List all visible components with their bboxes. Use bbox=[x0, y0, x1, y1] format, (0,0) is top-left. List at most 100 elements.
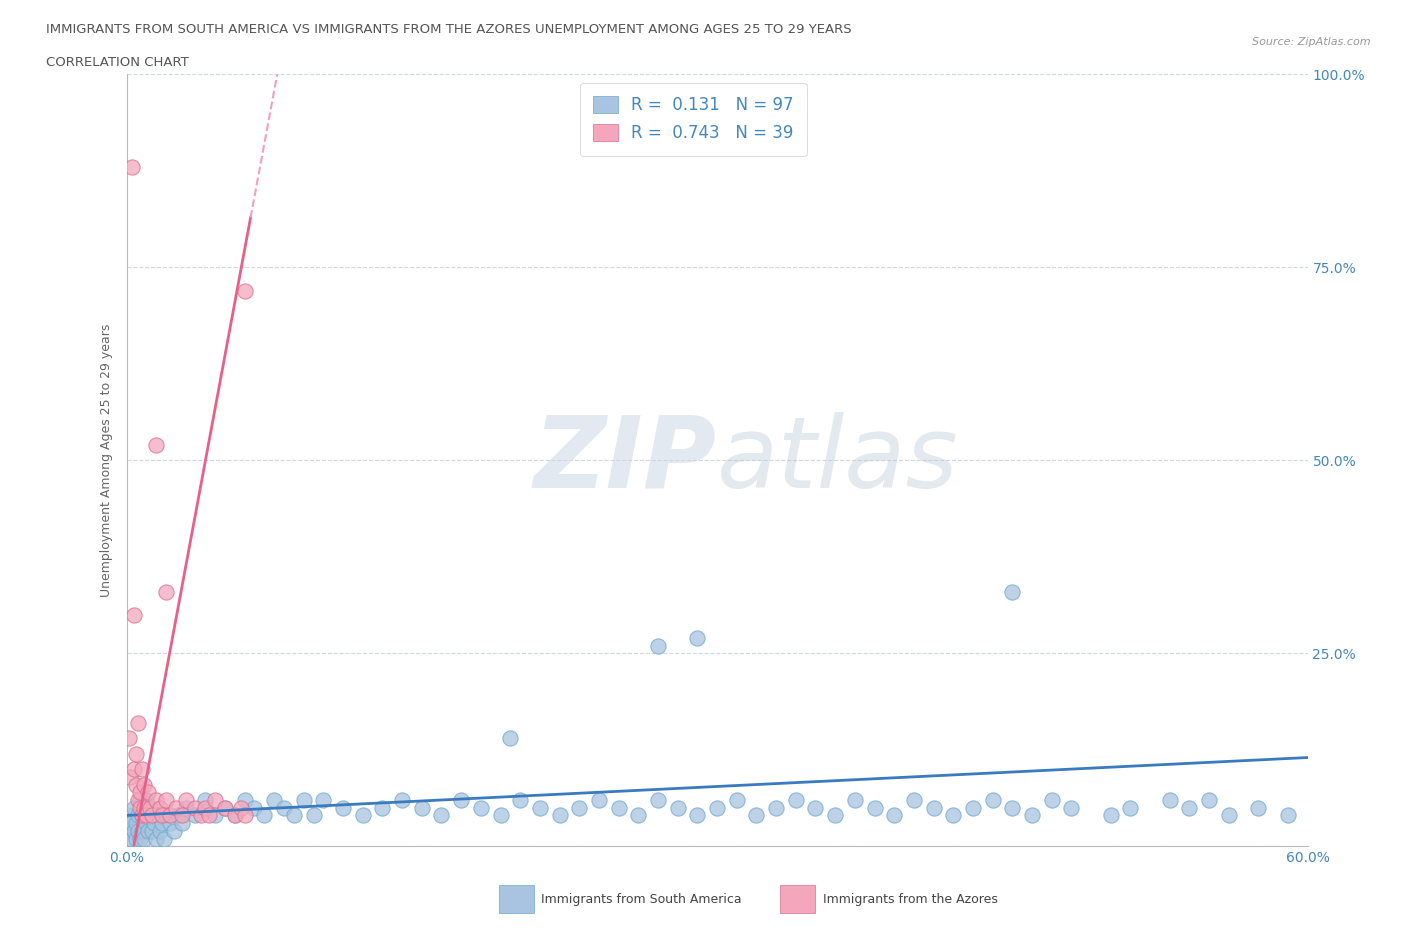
Point bbox=[165, 800, 187, 815]
Point bbox=[125, 777, 148, 792]
Point bbox=[131, 762, 153, 777]
Point bbox=[686, 808, 709, 823]
Point bbox=[149, 823, 172, 838]
Point bbox=[145, 792, 167, 807]
Point bbox=[411, 800, 433, 815]
Point bbox=[470, 800, 492, 815]
Point bbox=[332, 800, 354, 815]
Point bbox=[134, 800, 156, 815]
Point bbox=[190, 808, 212, 823]
Point bbox=[125, 746, 148, 761]
Text: Immigrants from South America: Immigrants from South America bbox=[541, 893, 742, 906]
Point bbox=[124, 607, 146, 622]
Point bbox=[863, 800, 886, 815]
Point bbox=[127, 808, 149, 823]
Point bbox=[962, 800, 984, 815]
Point bbox=[1247, 800, 1270, 815]
Point bbox=[150, 808, 173, 823]
Point bbox=[141, 823, 163, 838]
Point bbox=[224, 808, 246, 823]
Point bbox=[124, 823, 146, 838]
Point bbox=[135, 816, 157, 830]
Text: atlas: atlas bbox=[717, 412, 959, 509]
Point bbox=[131, 808, 153, 823]
Point bbox=[117, 808, 139, 823]
Point bbox=[124, 800, 146, 815]
Point bbox=[131, 808, 153, 823]
Point bbox=[391, 792, 413, 807]
Point bbox=[129, 785, 152, 800]
Point bbox=[184, 800, 207, 815]
Point bbox=[117, 731, 139, 746]
Point bbox=[430, 808, 453, 823]
Point bbox=[1060, 800, 1083, 815]
Point bbox=[224, 808, 246, 823]
Point bbox=[489, 808, 512, 823]
Point bbox=[686, 631, 709, 645]
Point bbox=[1001, 584, 1024, 599]
Point bbox=[942, 808, 965, 823]
Point bbox=[1178, 800, 1201, 815]
Point bbox=[352, 808, 374, 823]
Point bbox=[120, 769, 142, 784]
Point bbox=[1099, 808, 1122, 823]
Point bbox=[302, 808, 325, 823]
Point bbox=[214, 800, 236, 815]
Point bbox=[136, 823, 159, 838]
Point bbox=[1119, 800, 1142, 815]
Point bbox=[233, 283, 256, 298]
Point bbox=[121, 160, 143, 175]
Point bbox=[607, 800, 630, 815]
Point bbox=[131, 823, 153, 838]
Point bbox=[127, 823, 149, 838]
Point bbox=[824, 808, 846, 823]
Point bbox=[229, 800, 252, 815]
Point bbox=[155, 792, 177, 807]
Point bbox=[785, 792, 807, 807]
Point bbox=[253, 808, 276, 823]
Point bbox=[143, 816, 166, 830]
Point bbox=[135, 792, 157, 807]
Point bbox=[548, 808, 571, 823]
Point bbox=[588, 792, 610, 807]
Point bbox=[1277, 808, 1299, 823]
Point bbox=[159, 808, 181, 823]
Point bbox=[214, 800, 236, 815]
Point bbox=[273, 800, 295, 815]
Point bbox=[124, 762, 146, 777]
Point bbox=[153, 831, 176, 846]
Point bbox=[509, 792, 531, 807]
Point bbox=[155, 584, 177, 599]
Point bbox=[883, 808, 905, 823]
Point bbox=[922, 800, 945, 815]
Point bbox=[568, 800, 591, 815]
Point bbox=[745, 808, 768, 823]
Y-axis label: Unemployment Among Ages 25 to 29 years: Unemployment Among Ages 25 to 29 years bbox=[100, 324, 112, 597]
Point bbox=[765, 800, 787, 815]
Point bbox=[184, 808, 207, 823]
Point bbox=[499, 731, 522, 746]
Point bbox=[1159, 792, 1181, 807]
Point bbox=[134, 777, 156, 792]
Point bbox=[146, 808, 169, 823]
Point bbox=[155, 808, 177, 823]
Legend: R =  0.131   N = 97, R =  0.743   N = 39: R = 0.131 N = 97, R = 0.743 N = 39 bbox=[579, 83, 807, 155]
Point bbox=[174, 800, 197, 815]
Point bbox=[139, 808, 162, 823]
Text: CORRELATION CHART: CORRELATION CHART bbox=[46, 56, 190, 69]
Point bbox=[283, 808, 305, 823]
Point bbox=[134, 831, 156, 846]
Point bbox=[725, 792, 748, 807]
Point bbox=[371, 800, 394, 815]
Point bbox=[706, 800, 728, 815]
Point bbox=[233, 808, 256, 823]
Point bbox=[1021, 808, 1043, 823]
Point bbox=[135, 808, 157, 823]
Point bbox=[450, 792, 472, 807]
Point bbox=[163, 823, 186, 838]
Point bbox=[903, 792, 925, 807]
Point bbox=[139, 800, 162, 815]
Point bbox=[170, 808, 193, 823]
Text: IMMIGRANTS FROM SOUTH AMERICA VS IMMIGRANTS FROM THE AZORES UNEMPLOYMENT AMONG A: IMMIGRANTS FROM SOUTH AMERICA VS IMMIGRA… bbox=[46, 23, 852, 36]
Point bbox=[127, 715, 149, 730]
